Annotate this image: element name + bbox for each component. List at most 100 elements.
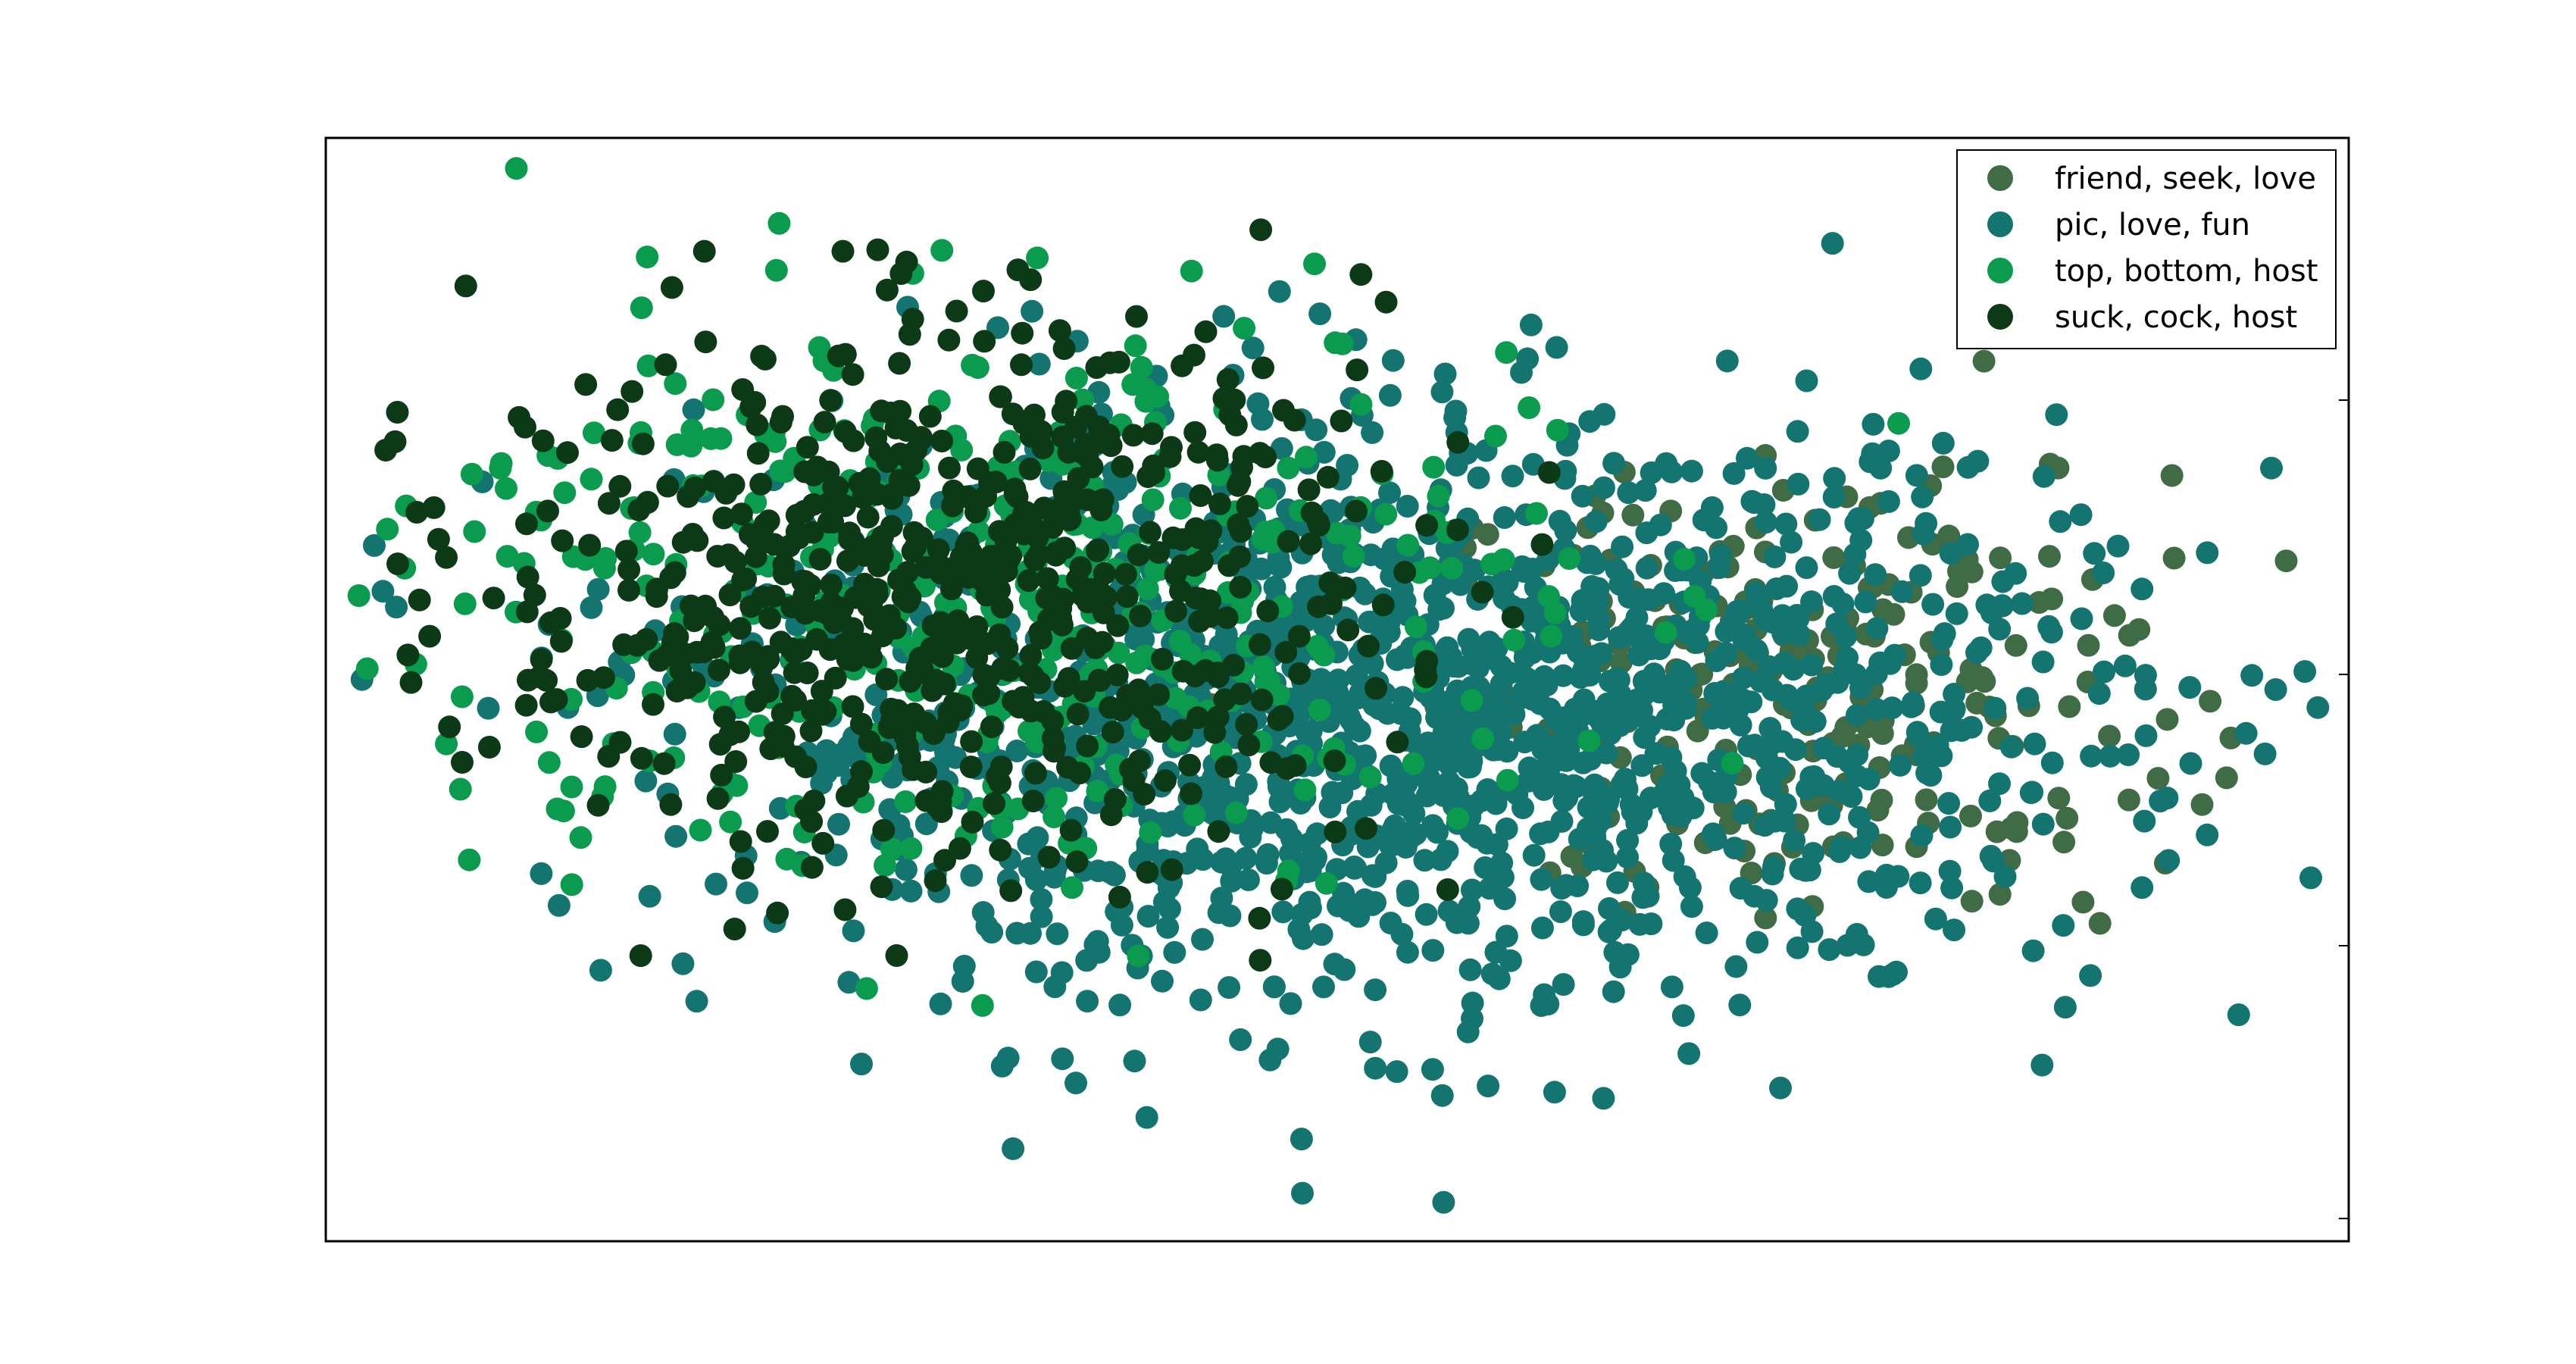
data-point (1870, 652, 1893, 675)
data-point (786, 522, 810, 546)
data-point (1808, 508, 1831, 531)
data-point (1930, 653, 1953, 676)
data-point (1905, 671, 1928, 695)
data-point (999, 879, 1023, 903)
data-point (617, 558, 641, 581)
data-point (1436, 878, 1459, 901)
data-point (948, 837, 971, 860)
data-point (764, 430, 787, 453)
data-point (1178, 753, 1202, 777)
data-point (1057, 440, 1080, 464)
legend-box (1956, 149, 2337, 349)
data-point (1030, 627, 1053, 650)
data-point (1026, 246, 1049, 270)
data-point (1440, 556, 1464, 580)
data-point (1108, 993, 1132, 1017)
data-point (1345, 499, 1368, 523)
data-point (1943, 918, 1966, 942)
data-point (1422, 455, 1446, 479)
data-point (1571, 704, 1594, 727)
data-point (1349, 393, 1373, 416)
data-point (2102, 604, 2126, 627)
data-point (937, 328, 961, 352)
data-point (1293, 778, 1317, 802)
data-point (1136, 861, 1159, 884)
data-point (1822, 546, 1846, 569)
data-point (1359, 793, 1383, 817)
data-point (1151, 647, 1174, 671)
data-point (1522, 843, 1546, 867)
data-point (2118, 624, 2141, 647)
data-point (1484, 424, 1507, 448)
data-point (1474, 856, 1497, 879)
data-point (1593, 402, 1616, 426)
data-point (1732, 628, 1755, 652)
data-point (718, 583, 742, 607)
data-point (1309, 668, 1333, 691)
data-point (1681, 796, 1705, 820)
data-point (1498, 662, 1521, 685)
data-point (1822, 486, 1846, 508)
data-point (1127, 944, 1150, 968)
data-point (1053, 537, 1077, 560)
data-point (855, 977, 878, 1000)
data-point (961, 353, 984, 377)
data-point (1729, 599, 1752, 623)
data-point (719, 810, 742, 834)
data-points (347, 157, 2330, 1214)
data-point (1695, 921, 1718, 945)
data-point (1277, 456, 1300, 480)
data-point (1511, 555, 1534, 578)
data-point (1784, 738, 1807, 762)
data-point (766, 901, 789, 924)
data-point (636, 246, 659, 269)
data-point (1381, 349, 1405, 372)
data-point (929, 562, 952, 585)
data-point (780, 684, 804, 708)
data-point (2080, 744, 2103, 768)
data-point (553, 481, 577, 505)
data-point (1364, 1056, 1387, 1080)
data-point (1246, 392, 1270, 415)
data-point (833, 898, 857, 921)
data-point (1199, 519, 1223, 543)
data-point (2023, 732, 2046, 756)
data-point (1783, 829, 1806, 852)
data-point (875, 668, 899, 691)
data-point (1421, 814, 1445, 837)
data-point (724, 750, 748, 773)
data-point (1076, 990, 1099, 1013)
data-point (1249, 949, 1272, 972)
data-point (1610, 773, 1633, 796)
data-point (1702, 822, 1724, 846)
data-point (1660, 975, 1683, 999)
data-point (1712, 680, 1736, 703)
data-point (2071, 890, 2095, 914)
data-point (1129, 604, 1152, 627)
data-point (780, 637, 803, 661)
data-point (1539, 747, 1562, 771)
data-point (547, 893, 571, 917)
data-point (994, 530, 1018, 553)
data-point (1978, 789, 2002, 812)
data-point (1467, 466, 1490, 490)
data-point (1073, 680, 1096, 703)
data-point (819, 389, 843, 412)
data-point (453, 592, 477, 615)
data-point (815, 761, 838, 784)
data-point (477, 736, 501, 759)
legend-label-friend-seek-love: friend, seek, love (2055, 161, 2316, 196)
data-point (1966, 449, 1990, 473)
data-point (1446, 518, 1469, 542)
data-point (1229, 575, 1252, 599)
data-point (1460, 689, 1483, 712)
data-point (1630, 754, 1654, 777)
data-point (887, 568, 911, 592)
data-point (1156, 915, 1180, 939)
data-point (1915, 788, 1938, 812)
data-point (740, 640, 764, 664)
data-point (1732, 802, 1755, 825)
data-point (1021, 790, 1045, 812)
data-point (827, 812, 850, 836)
data-point (707, 659, 730, 682)
